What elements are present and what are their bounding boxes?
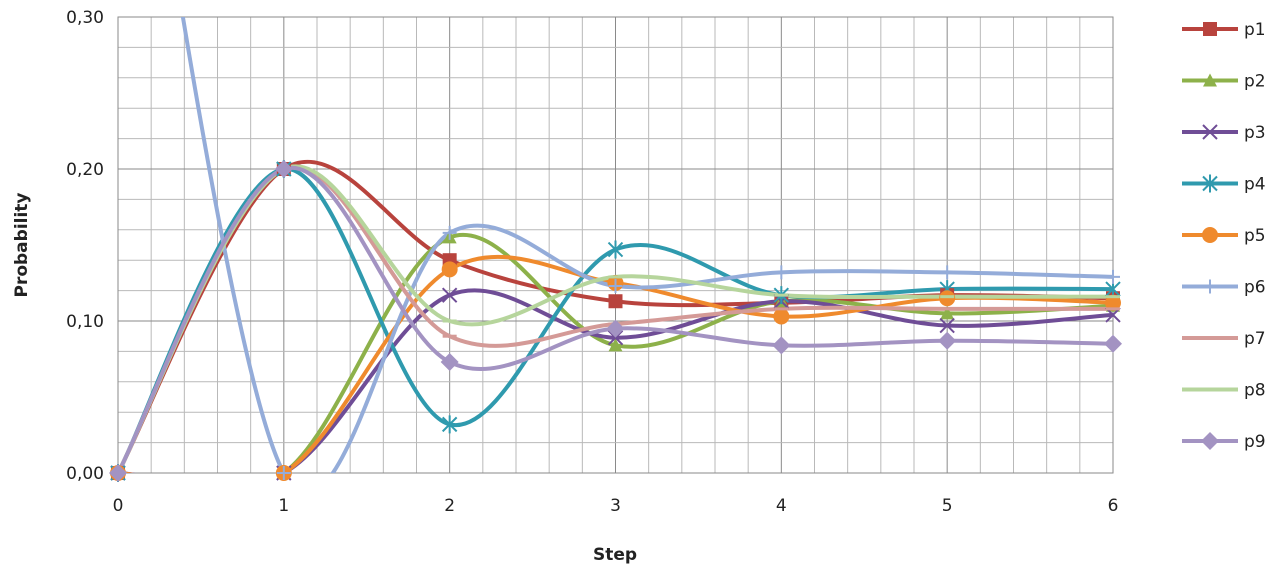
x-axis-title: Step (593, 545, 637, 565)
data-point-p3 (939, 317, 955, 334)
x-tick-label: 1 (278, 496, 289, 516)
data-point-p9 (772, 336, 791, 355)
legend-marker-p6 (1203, 279, 1217, 294)
legend: p1 p2 p3 p4 p5 p6 p7 p8 p9 (1182, 20, 1266, 452)
data-point-p6 (442, 225, 457, 240)
legend-label-p6: p6 (1244, 278, 1266, 298)
data-point-p2 (608, 338, 623, 352)
data-point-p5 (1105, 294, 1121, 311)
x-tick-label: 6 (1108, 496, 1119, 516)
y-tick-label: 0,00 (66, 464, 104, 484)
data-point-p9 (1104, 334, 1122, 353)
data-point-p9 (606, 319, 625, 338)
y-tick-label: 0,20 (66, 160, 104, 180)
data-point-p4 (441, 415, 458, 434)
data-point-p3 (441, 287, 458, 303)
x-tick-label: 0 (113, 496, 124, 516)
legend-marker-p5 (1202, 227, 1218, 243)
legend-label-p3: p3 (1244, 123, 1266, 143)
data-point-p5 (441, 261, 458, 278)
x-tick-label: 5 (942, 496, 953, 516)
legend-label-p4: p4 (1244, 175, 1266, 195)
x-tick-label: 2 (444, 496, 455, 516)
y-tick-label: 0,10 (66, 312, 104, 332)
data-point-p6 (1106, 269, 1120, 284)
data-point-p5 (773, 308, 790, 325)
legend-marker-p1 (1203, 22, 1217, 36)
y-axis-title: Probability (12, 192, 32, 297)
x-tick-label: 3 (610, 496, 621, 516)
legend-marker-p9 (1201, 432, 1219, 450)
data-point-p3 (607, 330, 624, 346)
data-point-p6 (940, 265, 955, 280)
legend-label-p7: p7 (1244, 329, 1266, 349)
data-point-p6 (276, 466, 291, 480)
marker-layer (109, 160, 1122, 482)
data-point-p6 (608, 279, 623, 294)
data-point-p4 (607, 240, 624, 259)
axes: 0 1 2 3 4 5 6 0,00 0,10 0,20 0,30 (66, 8, 1118, 516)
y-tick-label: 0,30 (66, 8, 104, 28)
data-point-p6 (774, 265, 789, 280)
x-tick-label: 4 (776, 496, 787, 516)
legend-label-p9: p9 (1244, 432, 1266, 452)
data-point-p5 (939, 290, 956, 307)
series-line-p9 (118, 165, 1113, 473)
legend-marker-p2 (1203, 73, 1217, 87)
data-point-p9 (109, 464, 127, 482)
data-point-p9 (440, 353, 459, 372)
legend-marker-p4 (1202, 174, 1218, 193)
legend-label-p5: p5 (1244, 226, 1266, 246)
plot-area-border (117, 16, 1114, 474)
data-point-p1 (608, 294, 623, 309)
series-line-p6 (180, 17, 1113, 473)
data-point-p2 (940, 306, 955, 320)
data-point-p9 (938, 331, 957, 350)
legend-label-p2: p2 (1244, 72, 1266, 92)
legend-marker-p3 (1202, 124, 1218, 140)
data-point-p9 (274, 160, 293, 178)
legend-label-p1: p1 (1244, 20, 1266, 40)
legend-label-p8: p8 (1244, 381, 1266, 401)
